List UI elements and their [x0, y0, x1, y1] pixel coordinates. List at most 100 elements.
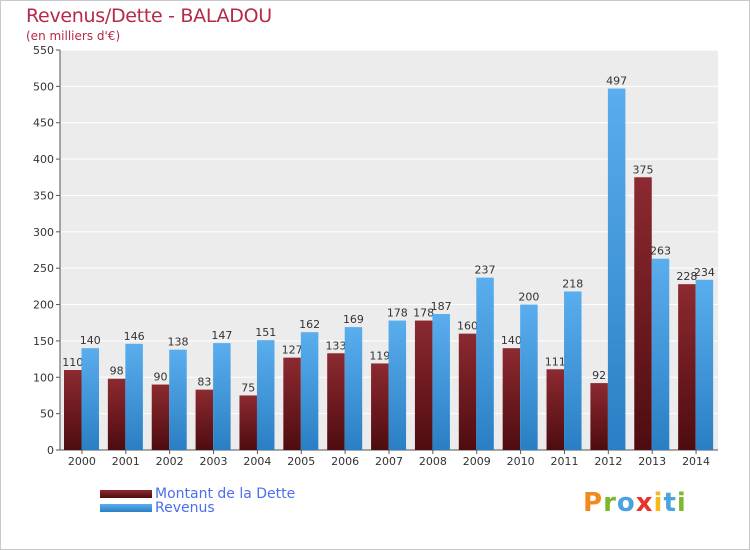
- logo-letter: x: [635, 488, 654, 518]
- y-tick-label: 50: [40, 408, 54, 421]
- bar-dette: [64, 370, 82, 450]
- data-label: 497: [606, 75, 627, 88]
- bar-dette: [107, 378, 126, 450]
- x-tick-label: 2005: [287, 455, 315, 468]
- data-label: 119: [369, 349, 390, 362]
- bar-dette: [590, 383, 608, 450]
- x-tick-label: 2011: [550, 455, 578, 468]
- bar-dette: [371, 363, 389, 450]
- data-label: 147: [211, 329, 232, 342]
- data-label: 375: [633, 163, 654, 176]
- x-tick-label: 2009: [463, 455, 491, 468]
- data-label: 133: [325, 339, 346, 352]
- y-tick-label: 500: [33, 80, 54, 93]
- x-tick-label: 2003: [200, 455, 228, 468]
- bar-dette: [414, 320, 433, 450]
- logo-letter: P: [583, 488, 604, 518]
- x-tick-label: 2008: [419, 455, 447, 468]
- bar-revenus: [125, 343, 143, 450]
- x-tick-label: 2004: [243, 455, 271, 468]
- data-label: 151: [255, 326, 276, 339]
- bar-revenus: [520, 304, 538, 450]
- bar-revenus: [81, 348, 99, 450]
- bar-dette: [195, 389, 214, 450]
- chart-subtitle: (en milliers d'€): [26, 29, 121, 43]
- data-label: 178: [387, 307, 408, 320]
- x-tick-label: 2013: [638, 455, 666, 468]
- data-label: 127: [282, 344, 303, 357]
- bar-dette: [327, 353, 345, 450]
- bar-dette: [546, 369, 565, 450]
- legend-swatch-dette: [100, 490, 152, 498]
- bar-revenus: [564, 291, 582, 450]
- legend-swatch-revenus: [100, 504, 152, 512]
- data-label: 90: [153, 371, 167, 384]
- x-tick-label: 2000: [68, 455, 96, 468]
- legend-label-revenus: Revenus: [155, 500, 215, 516]
- y-tick-label: 550: [33, 44, 54, 57]
- y-tick-label: 400: [33, 153, 54, 166]
- data-label: 75: [241, 381, 255, 394]
- data-label: 140: [501, 334, 522, 347]
- data-label: 234: [694, 266, 715, 279]
- bar-revenus: [607, 88, 626, 450]
- data-label: 110: [62, 356, 83, 369]
- bar-revenus: [344, 327, 363, 450]
- data-label: 178: [413, 307, 434, 320]
- data-label: 218: [562, 277, 583, 290]
- y-tick-label: 300: [33, 226, 54, 239]
- bar-revenus: [256, 340, 275, 450]
- x-tick-label: 2006: [331, 455, 359, 468]
- bar-dette: [634, 177, 652, 451]
- logo-letter: i: [676, 488, 687, 518]
- bar-revenus: [169, 349, 187, 450]
- data-label: 160: [457, 320, 478, 333]
- y-tick-label: 150: [33, 335, 54, 348]
- data-label: 169: [343, 313, 364, 326]
- data-label: 92: [592, 369, 606, 382]
- data-label: 138: [167, 336, 188, 349]
- data-label: 162: [299, 318, 320, 331]
- logo-letter: o: [616, 488, 636, 518]
- bar-revenus: [432, 314, 450, 450]
- bar-dette: [151, 384, 170, 450]
- proxiti-logo: Proxiti: [583, 488, 687, 518]
- logo-letter: r: [603, 488, 617, 518]
- x-tick-label: 2007: [375, 455, 403, 468]
- data-label: 263: [650, 245, 671, 258]
- bar-revenus: [300, 332, 319, 450]
- data-label: 237: [475, 264, 496, 277]
- data-label: 111: [545, 355, 566, 368]
- data-label: 146: [124, 330, 145, 343]
- y-tick-label: 100: [33, 371, 54, 384]
- bar-revenus: [651, 258, 670, 450]
- data-label: 98: [110, 365, 124, 378]
- legend-item-revenus: Revenus: [100, 500, 215, 516]
- y-tick-label: 250: [33, 262, 54, 275]
- bar-revenus: [476, 277, 494, 450]
- logo-letter: i: [653, 488, 664, 518]
- x-tick-label: 2012: [594, 455, 622, 468]
- data-label: 228: [676, 270, 697, 283]
- x-tick-label: 2014: [682, 455, 710, 468]
- bar-dette: [502, 348, 521, 450]
- y-tick-label: 0: [47, 444, 54, 457]
- x-tick-label: 2001: [112, 455, 140, 468]
- chart-title: Revenus/Dette - BALADOU: [26, 5, 272, 27]
- x-tick-label: 2002: [156, 455, 184, 468]
- x-tick-label: 2010: [507, 455, 535, 468]
- y-tick-label: 200: [33, 299, 54, 312]
- bar-dette: [283, 357, 301, 450]
- y-tick-label: 350: [33, 189, 54, 202]
- bar-dette: [678, 284, 696, 450]
- data-label: 200: [518, 291, 539, 304]
- y-tick-label: 450: [33, 117, 54, 130]
- data-label: 187: [431, 300, 452, 313]
- data-label: 140: [80, 334, 101, 347]
- bar-revenus: [695, 279, 714, 450]
- legend-label-dette: Montant de la Dette: [155, 486, 296, 502]
- data-label: 83: [197, 376, 211, 389]
- bar-dette: [458, 333, 477, 450]
- bar-dette: [239, 395, 257, 450]
